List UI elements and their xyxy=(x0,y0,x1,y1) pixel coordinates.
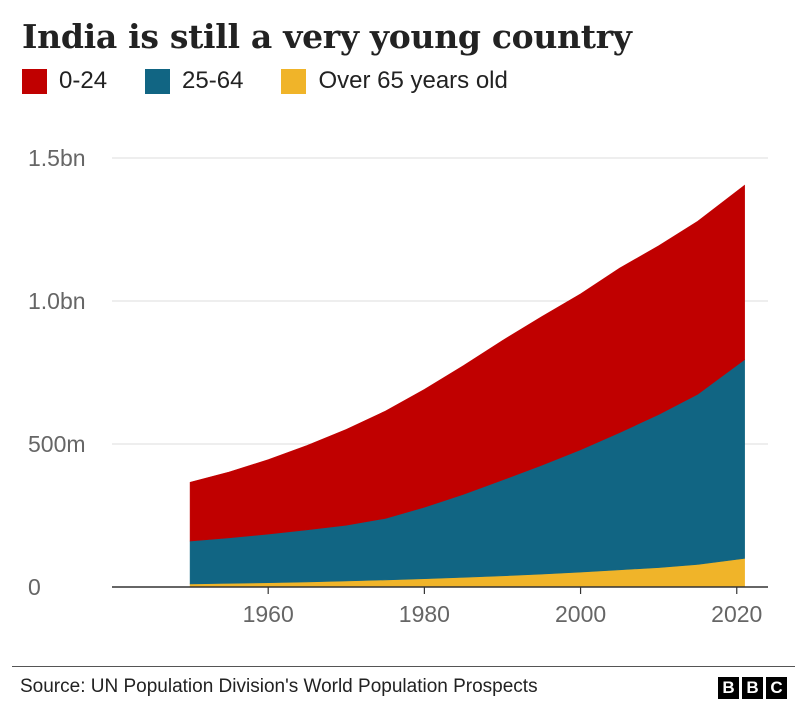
legend-swatch-25-64 xyxy=(145,68,171,94)
legend-item-25-64: 25-64 xyxy=(145,67,243,95)
legend: 0-24 25-64 Over 65 years old xyxy=(22,66,546,96)
legend-label-0-24: 0-24 xyxy=(59,67,108,94)
bbc-logo: B B C xyxy=(715,677,787,699)
source-note: Source: UN Population Division's World P… xyxy=(20,676,538,697)
bbc-logo-letter: B xyxy=(742,677,763,699)
y-tick-label: 1.5bn xyxy=(28,145,86,171)
footer-divider xyxy=(12,666,795,667)
bbc-logo-letter: B xyxy=(718,677,739,699)
legend-swatch-0-24 xyxy=(22,68,47,94)
legend-item-0-24: 0-24 xyxy=(22,67,107,95)
bbc-logo-letter: C xyxy=(766,677,787,699)
x-tick-label: 2000 xyxy=(555,601,606,627)
legend-swatch-over-65 xyxy=(281,68,307,94)
y-tick-label: 0 xyxy=(28,574,41,600)
area-chart: 0 500m 1.0bn 1.5bn 1960 1980 2000 2020 xyxy=(28,145,768,627)
y-tick-label: 1.0bn xyxy=(28,288,86,314)
x-tick-label: 1980 xyxy=(399,601,450,627)
area-series-0-24 xyxy=(189,184,745,542)
chart-title: India is still a very young country xyxy=(22,17,632,56)
legend-item-over-65: Over 65 years old xyxy=(281,67,508,95)
y-tick-label: 500m xyxy=(28,431,86,457)
x-tick-label: 1960 xyxy=(243,601,294,627)
legend-label-over-65: Over 65 years old xyxy=(318,67,508,94)
x-tick-label: 2020 xyxy=(711,601,762,627)
legend-label-25-64: 25-64 xyxy=(182,67,244,94)
